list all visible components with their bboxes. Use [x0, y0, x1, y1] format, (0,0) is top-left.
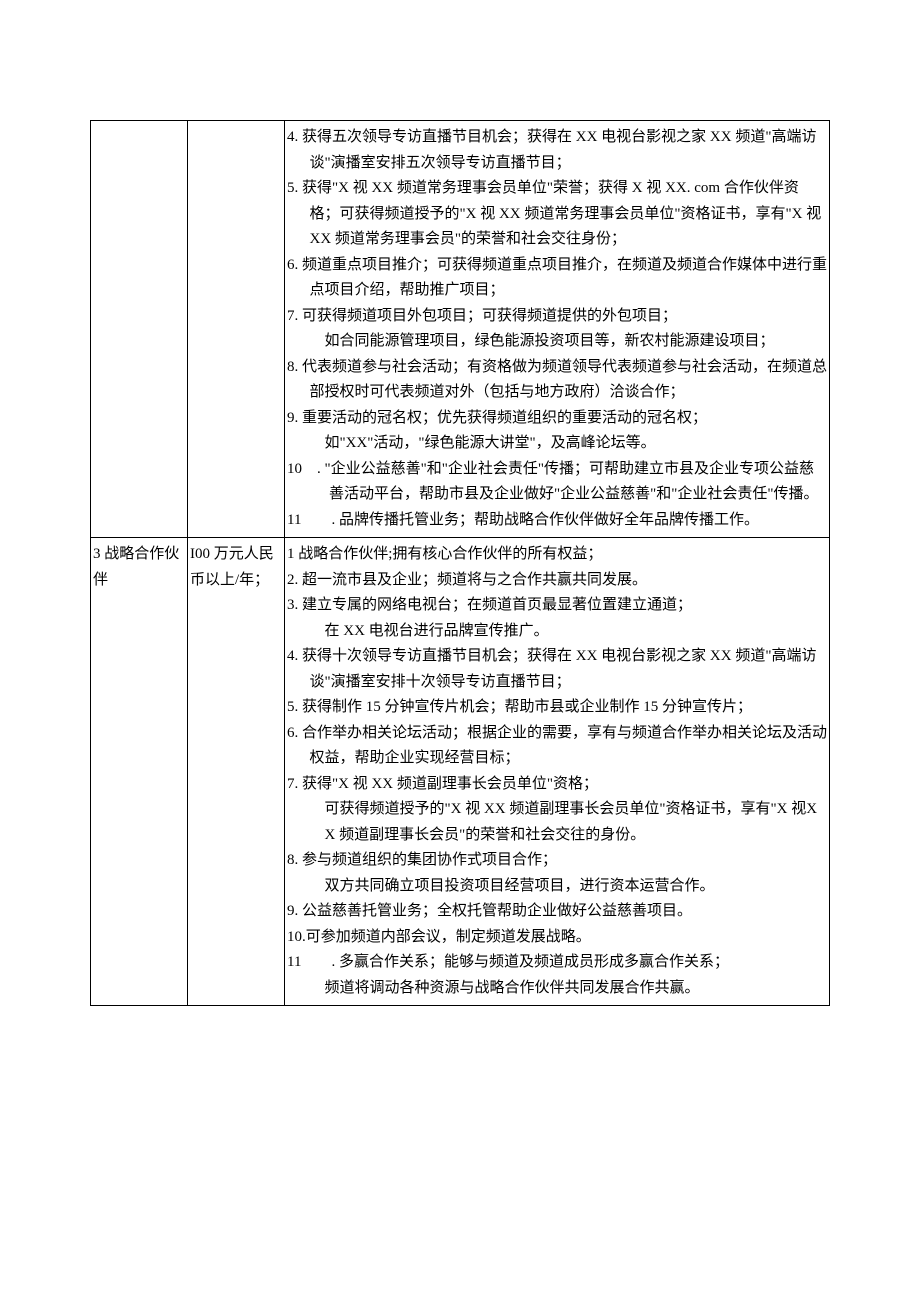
benefit-item: 3. 建立专属的网络电视台；在频道首页最显著位置建立通道； [287, 593, 827, 619]
benefit-subitem: 频道将调动各种资源与战略合作伙伴共同发展合作共赢。 [287, 976, 827, 1002]
cell-fee [188, 121, 285, 538]
cell-level: 3 战略合作伙伴 [91, 538, 188, 1006]
benefit-item: 11 . 品牌传播托管业务；帮助战略合作伙伴做好全年品牌传播工作。 [287, 508, 827, 534]
benefit-item: 6. 频道重点项目推介；可获得频道重点项目推介，在频道及频道合作媒体中进行重点项… [287, 253, 827, 304]
benefit-item: 8. 参与频道组织的集团协作式项目合作； [287, 848, 827, 874]
benefit-item: 10 . "企业公益慈善"和"企业社会责任"传播；可帮助建立市县及企业专项公益慈… [287, 457, 827, 508]
benefit-item: 2. 超一流市县及企业；频道将与之合作共赢共同发展。 [287, 568, 827, 594]
table-row: 4. 获得五次领导专访直播节目机会；获得在 XX 电视台影视之家 XX 频道"高… [91, 121, 830, 538]
benefit-item: 6. 合作举办相关论坛活动；根据企业的需要，享有与频道合作举办相关论坛及活动权益… [287, 721, 827, 772]
benefit-subitem: 可获得频道授予的"X 视 XX 频道副理事长会员单位"资格证书，享有"X 视XX… [287, 797, 827, 848]
cell-level [91, 121, 188, 538]
cell-benefits: 1 战略合作伙伴;拥有核心合作伙伴的所有权益； 2. 超一流市县及企业；频道将与… [285, 538, 830, 1006]
benefit-subitem: 双方共同确立项目投资项目经营项目，进行资本运营合作。 [287, 874, 827, 900]
document-page: 4. 获得五次领导专访直播节目机会；获得在 XX 电视台影视之家 XX 频道"高… [0, 0, 920, 1301]
cell-fee: I00 万元人民币以上/年； [188, 538, 285, 1006]
partnership-table: 4. 获得五次领导专访直播节目机会；获得在 XX 电视台影视之家 XX 频道"高… [90, 120, 830, 1006]
benefit-item: 5. 获得"X 视 XX 频道常务理事会员单位"荣誉；获得 X 视 XX. co… [287, 176, 827, 253]
benefit-item: 4. 获得十次领导专访直播节目机会；获得在 XX 电视台影视之家 XX 频道"高… [287, 644, 827, 695]
cell-benefits: 4. 获得五次领导专访直播节目机会；获得在 XX 电视台影视之家 XX 频道"高… [285, 121, 830, 538]
benefit-item: 11 . 多赢合作关系；能够与频道及频道成员形成多赢合作关系； [287, 950, 827, 976]
benefit-item: 9. 公益慈善托管业务；全权托管帮助企业做好公益慈善项目。 [287, 899, 827, 925]
benefit-subitem: 如"XX"活动，"绿色能源大讲堂"，及高峰论坛等。 [287, 431, 827, 457]
benefit-item: 7. 获得"X 视 XX 频道副理事长会员单位"资格； [287, 772, 827, 798]
benefit-subitem: 在 XX 电视台进行品牌宣传推广。 [287, 619, 827, 645]
benefit-item: 1 战略合作伙伴;拥有核心合作伙伴的所有权益； [287, 542, 827, 568]
benefit-item: 8. 代表频道参与社会活动；有资格做为频道领导代表频道参与社会活动，在频道总部授… [287, 355, 827, 406]
table-row: 3 战略合作伙伴 I00 万元人民币以上/年； 1 战略合作伙伴;拥有核心合作伙… [91, 538, 830, 1006]
benefit-item: 9. 重要活动的冠名权；优先获得频道组织的重要活动的冠名权； [287, 406, 827, 432]
benefit-item: 5. 获得制作 15 分钟宣传片机会；帮助市县或企业制作 15 分钟宣传片； [287, 695, 827, 721]
benefit-subitem: 如合同能源管理项目，绿色能源投资项目等，新农村能源建设项目； [287, 329, 827, 355]
benefit-item: 4. 获得五次领导专访直播节目机会；获得在 XX 电视台影视之家 XX 频道"高… [287, 125, 827, 176]
benefit-item: 10.可参加频道内部会议，制定频道发展战略。 [287, 925, 827, 951]
benefit-item: 7. 可获得频道项目外包项目；可获得频道提供的外包项目； [287, 304, 827, 330]
